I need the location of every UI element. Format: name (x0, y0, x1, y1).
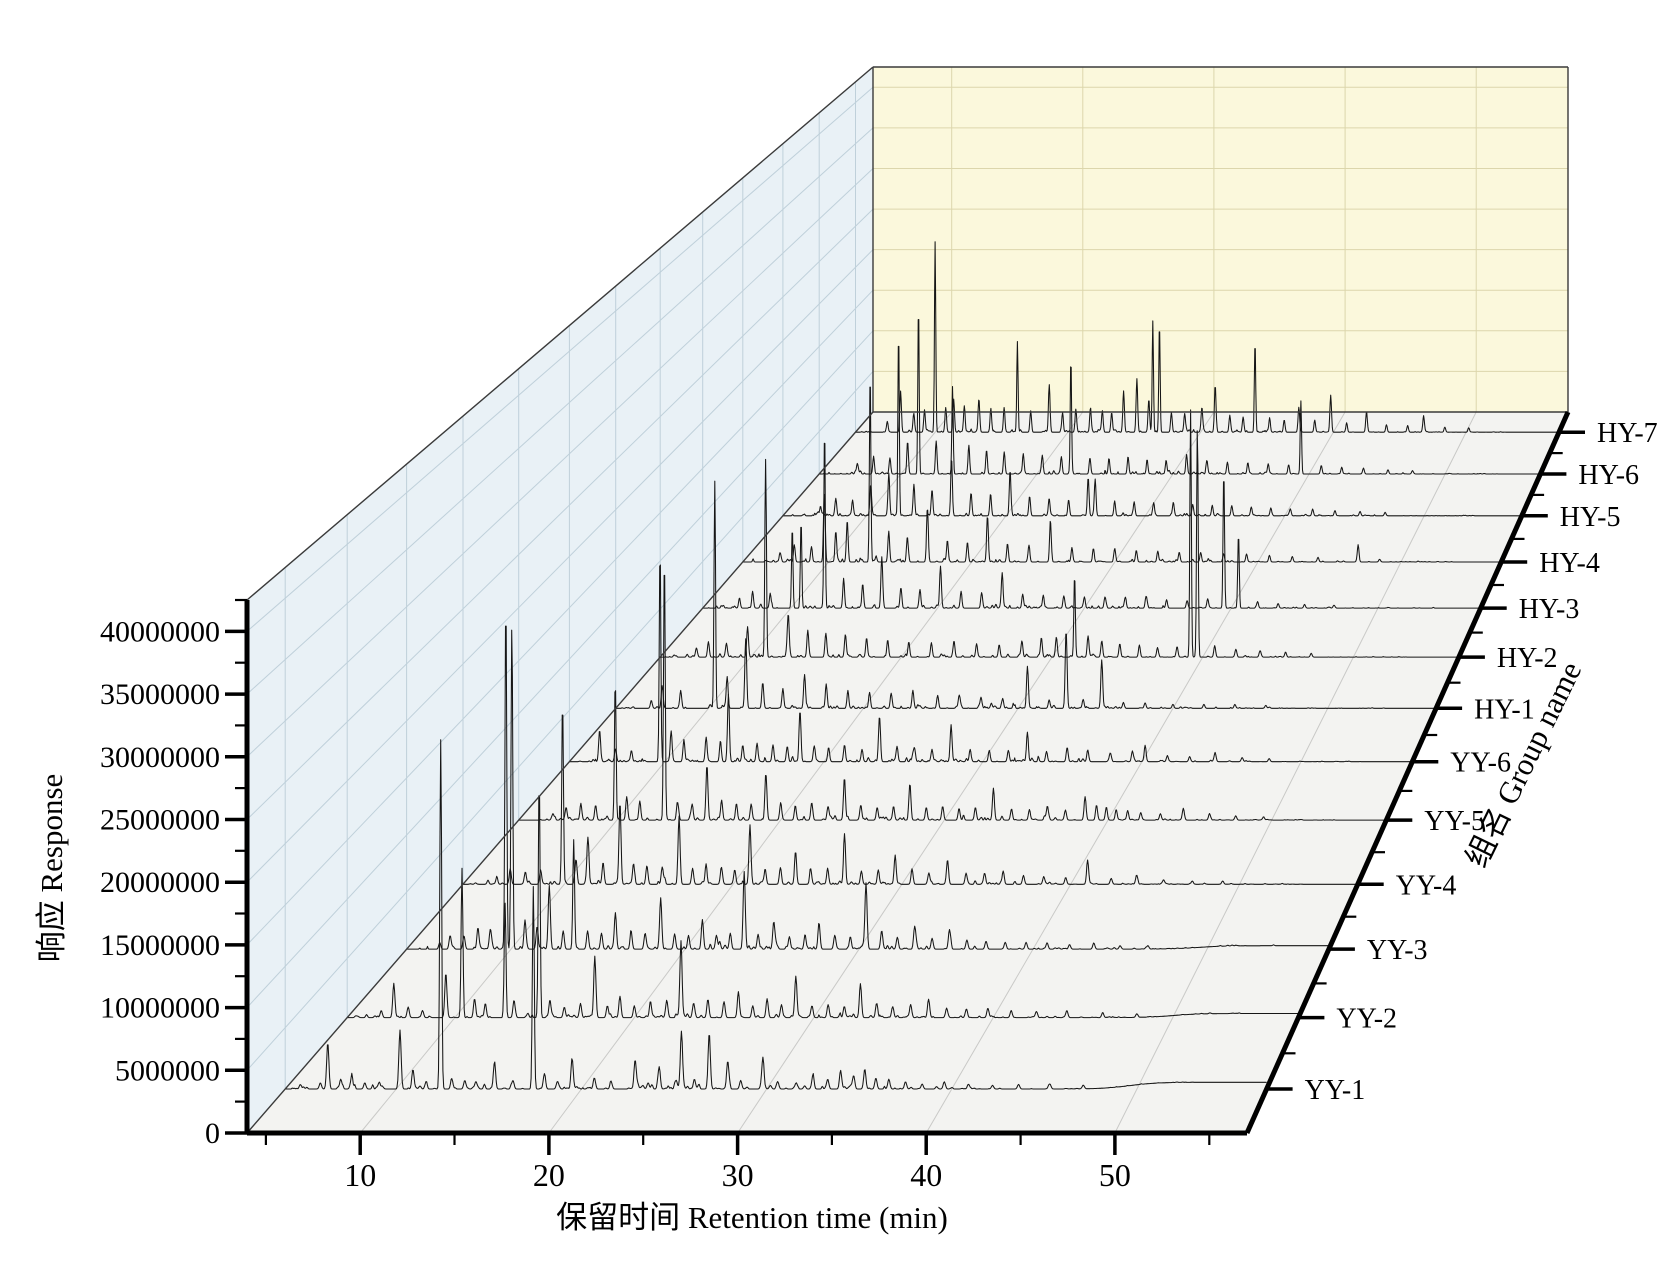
chromatogram-trace-YY-3 (406, 625, 1329, 950)
chart-axes (225, 66, 1585, 1155)
chromatogram-trace-HY-6 (819, 318, 1541, 475)
floor-xgrid-30 (737, 411, 1215, 1134)
floor-xgrid-40 (925, 411, 1346, 1134)
chromatogram-trace-YY-4 (463, 714, 1358, 885)
back-wall (873, 67, 1568, 412)
chart-gridlines (246, 67, 1568, 1134)
z-tick-label-HY-7: HY-7 (1597, 418, 1657, 449)
left-wall-ygrid (246, 127, 874, 695)
y-tick-label-30000000: 30000000 (100, 741, 220, 774)
z-tick-label-YY-1: YY-1 (1305, 1075, 1366, 1106)
x-axis-title: 保留时间 Retention time (min) (556, 1200, 948, 1235)
z-tick-label-YY-3: YY-3 (1367, 935, 1428, 966)
y-tick-label-35000000: 35000000 (100, 678, 220, 711)
chart-walls (247, 67, 1568, 1133)
left-wall-ygrid (246, 86, 874, 632)
y-tick-label-15000000: 15000000 (100, 929, 220, 962)
z-tick-label-YY-5: YY-5 (1424, 806, 1485, 837)
chromatogram-trace-HY-2 (660, 409, 1459, 658)
left-wall-ygrid (246, 208, 874, 820)
x-tick-label-30: 30 (722, 1157, 754, 1193)
left-wall-ygrid (246, 168, 874, 758)
chart-tick-labels: 0 5000000 10000000 15000000 20000000 25000000… (100, 418, 1657, 1193)
chromatogram-trace-YY-5 (518, 574, 1387, 821)
chromatogram-trace-HY-5 (782, 345, 1522, 517)
x-tick-label-50: 50 (1099, 1157, 1131, 1193)
y-tick-label-5000000: 5000000 (115, 1054, 220, 1087)
z-tick-label-HY-1: HY-1 (1474, 694, 1535, 725)
y-tick-label-0: 0 (205, 1117, 220, 1150)
x-tick-label-10: 10 (344, 1157, 376, 1193)
left-wall (247, 67, 873, 1133)
chromatogram-trace-HY-4 (742, 386, 1502, 563)
z-tick-label-YY-4: YY-4 (1396, 870, 1457, 901)
z-tick-label-YY-6: YY-6 (1450, 748, 1511, 779)
chromatogram-trace-YY-6 (569, 564, 1413, 763)
z-tick-label-YY-2: YY-2 (1336, 1004, 1397, 1035)
floor-xgrid-20 (548, 411, 1084, 1134)
chromatogram-trace-HY-3 (702, 442, 1481, 609)
floor-xgrid-10 (359, 411, 953, 1134)
floor (247, 412, 1568, 1133)
z-tick-label-HY-6: HY-6 (1578, 460, 1639, 491)
y-tick-label-10000000: 10000000 (100, 992, 220, 1025)
chromatogram-trace-HY-1 (615, 480, 1437, 709)
z-tick-label-HY-5: HY-5 (1560, 502, 1621, 533)
x-tick-label-40: 40 (910, 1157, 942, 1193)
z-tick-label-HY-4: HY-4 (1539, 548, 1600, 579)
y-tick-label-40000000: 40000000 (100, 615, 220, 648)
floor-left-edge (246, 411, 874, 1134)
z-tick-label-HY-2: HY-2 (1497, 643, 1558, 674)
left-wall-top-edge (246, 66, 874, 601)
x-tick-label-20: 20 (533, 1157, 565, 1193)
left-wall-ygrid (246, 289, 874, 946)
chromatogram-trace-YY-2 (347, 795, 1299, 1019)
y-tick-label-25000000: 25000000 (100, 804, 220, 837)
left-wall-ygrid (246, 249, 874, 883)
chromatogram-traces (285, 241, 1560, 1090)
z-tick-label-HY-3: HY-3 (1519, 594, 1580, 625)
z-axis (1244, 410, 1571, 1135)
left-wall-ygrid (246, 330, 874, 1008)
y-axis-title: 响应 Response (34, 774, 69, 963)
floor-xgrid-50 (1114, 411, 1477, 1134)
left-wall-ygrid (246, 371, 874, 1071)
chromatogram-trace-YY-1 (285, 739, 1267, 1090)
chromatogram-trace-HY-7 (855, 241, 1560, 433)
y-tick-label-20000000: 20000000 (100, 866, 220, 899)
